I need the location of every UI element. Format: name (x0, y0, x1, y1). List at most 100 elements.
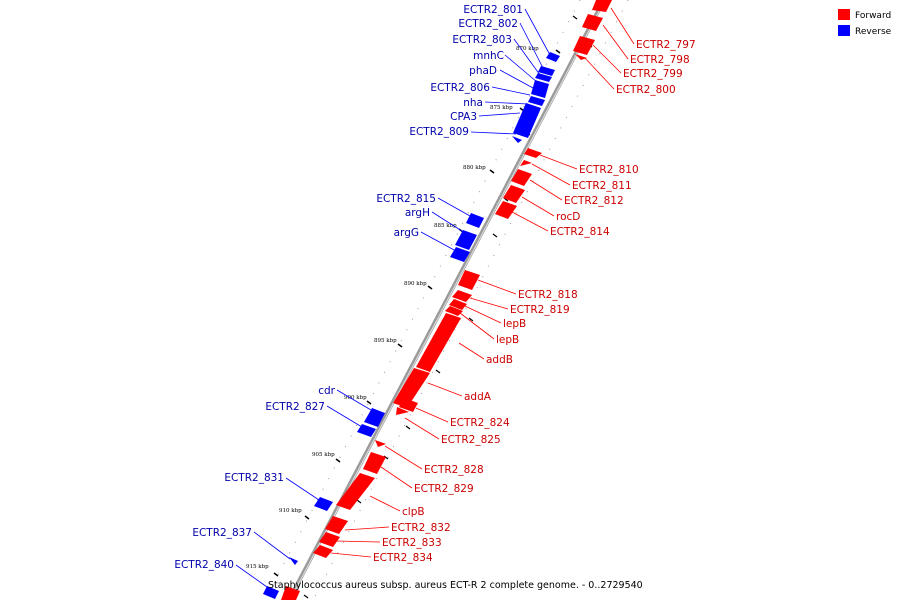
gene-label: ECTR2_827 (265, 401, 325, 413)
gene-arrow (452, 290, 472, 302)
axis-tick (555, 49, 561, 54)
gene-arrow (513, 103, 541, 138)
gene-label: addB (486, 354, 513, 366)
gene-label: ECTR2_833 (382, 537, 442, 549)
gene-arrow (364, 408, 385, 427)
reverse-leaders (235, 8, 551, 588)
genome-caption: Staphylococcus aureus subsp. aureus ECT-… (268, 580, 643, 591)
gene-label: ECTR2_818 (518, 289, 578, 301)
legend-label-reverse: Reverse (855, 27, 892, 37)
gene-label: ECTR2_806 (430, 82, 490, 94)
gene-arrow (416, 313, 461, 372)
gene-label: ECTR2_802 (458, 18, 518, 30)
gene-label: ECTR2_840 (174, 559, 234, 571)
gene-label: cdr (318, 385, 335, 397)
tick-label: 915 kbp (246, 564, 269, 570)
gene-label: ECTR2_798 (630, 54, 690, 66)
gene-arrow (281, 586, 300, 600)
gene-arrow (495, 201, 517, 219)
gene-arrow (466, 213, 484, 228)
gene-arrow (363, 452, 386, 474)
gene-arrow (445, 306, 463, 316)
gene-arrow (573, 36, 595, 55)
gene-label: clpB (402, 506, 425, 518)
gene-label: ECTR2_837 (192, 527, 252, 539)
axis-tick (335, 458, 341, 463)
legend-swatch-forward (838, 9, 850, 20)
gene-label: ECTR2_814 (550, 226, 610, 238)
gene-arrow (375, 440, 386, 447)
tick-label: 885 kbp (434, 223, 457, 229)
tick-label: 875 kbp (490, 105, 513, 111)
gene-arrow (520, 160, 532, 166)
tick-label: 890 kbp (404, 281, 427, 287)
gene-arrow (503, 185, 525, 203)
tick-label: 905 kbp (312, 452, 335, 458)
axis-tick (397, 343, 403, 348)
reverse-genes (263, 52, 560, 599)
gene-label: ECTR2_811 (572, 180, 632, 192)
axis-tick (273, 572, 279, 577)
gene-label: ECTR2_797 (636, 39, 696, 51)
tick-label: 880 kbp (463, 165, 486, 171)
tick-label: 900 kbp (344, 395, 367, 401)
gene-label: lepB (496, 334, 519, 346)
gene-arrow (325, 516, 348, 534)
gene-label: phaD (469, 65, 497, 77)
gene-label: ECTR2_828 (424, 464, 484, 476)
gene-arrow (592, 0, 612, 12)
gene-arrow (582, 14, 603, 31)
gene-arrow (458, 270, 480, 290)
gene-arrow (449, 299, 467, 310)
legend-label-forward: Forward (855, 11, 891, 21)
gene-label: ECTR2_825 (441, 434, 501, 446)
gene-arrow (512, 136, 522, 143)
reverse-labels: ECTR2_801 ECTR2_802 ECTR2_803 mnhC phaD … (174, 4, 523, 571)
tick-label: 870 kbp (516, 46, 539, 52)
gene-label: mnhC (473, 50, 504, 62)
gene-arrow (546, 52, 560, 62)
gene-arrow (319, 532, 340, 547)
gene-label: ECTR2_810 (579, 164, 639, 176)
gene-label: ECTR2_801 (463, 4, 523, 16)
axis-tick (427, 285, 433, 290)
gene-label: ECTR2_803 (452, 34, 512, 46)
gene-label: addA (464, 391, 492, 403)
gene-arrow (399, 398, 418, 412)
axis-tick (489, 169, 495, 174)
gene-label: argG (394, 227, 419, 239)
gene-label: CPA3 (450, 111, 477, 123)
forward-genes (281, 0, 612, 600)
gene-label: argH (405, 207, 430, 219)
gene-arrow (289, 557, 298, 565)
tick-label: 910 kbp (279, 508, 302, 514)
gene-label: ECTR2_829 (414, 483, 474, 495)
gene-arrow (531, 80, 549, 98)
gene-arrow (575, 54, 587, 60)
gene-label: ECTR2_815 (376, 193, 436, 205)
gene-label: ECTR2_800 (616, 84, 676, 96)
gene-label: ECTR2_819 (510, 304, 570, 316)
axis-tick (304, 515, 310, 520)
gene-arrow (528, 96, 545, 106)
gene-label: rocD (556, 211, 580, 223)
gene-arrow (524, 148, 542, 158)
gene-label: ECTR2_834 (373, 552, 433, 564)
gene-arrow (511, 169, 532, 186)
guide-tracks (264, 0, 629, 600)
gene-arrow (313, 545, 333, 558)
gene-arrow (263, 586, 279, 599)
gene-label: nha (463, 97, 483, 109)
gene-arrow (455, 230, 477, 250)
gene-label: ECTR2_809 (409, 126, 469, 138)
tick-label: 895 kbp (374, 338, 397, 344)
gene-label: ECTR2_832 (391, 522, 451, 534)
gene-arrow (314, 497, 333, 511)
gene-arrow (393, 368, 430, 408)
forward-leaders (330, 7, 635, 558)
axis-tick (366, 400, 372, 405)
gene-label: ECTR2_812 (564, 195, 624, 207)
tick-labels: 870 kbp 875 kbp 880 kbp 885 kbp 890 kbp … (246, 46, 539, 570)
gene-label: ECTR2_831 (224, 472, 284, 484)
